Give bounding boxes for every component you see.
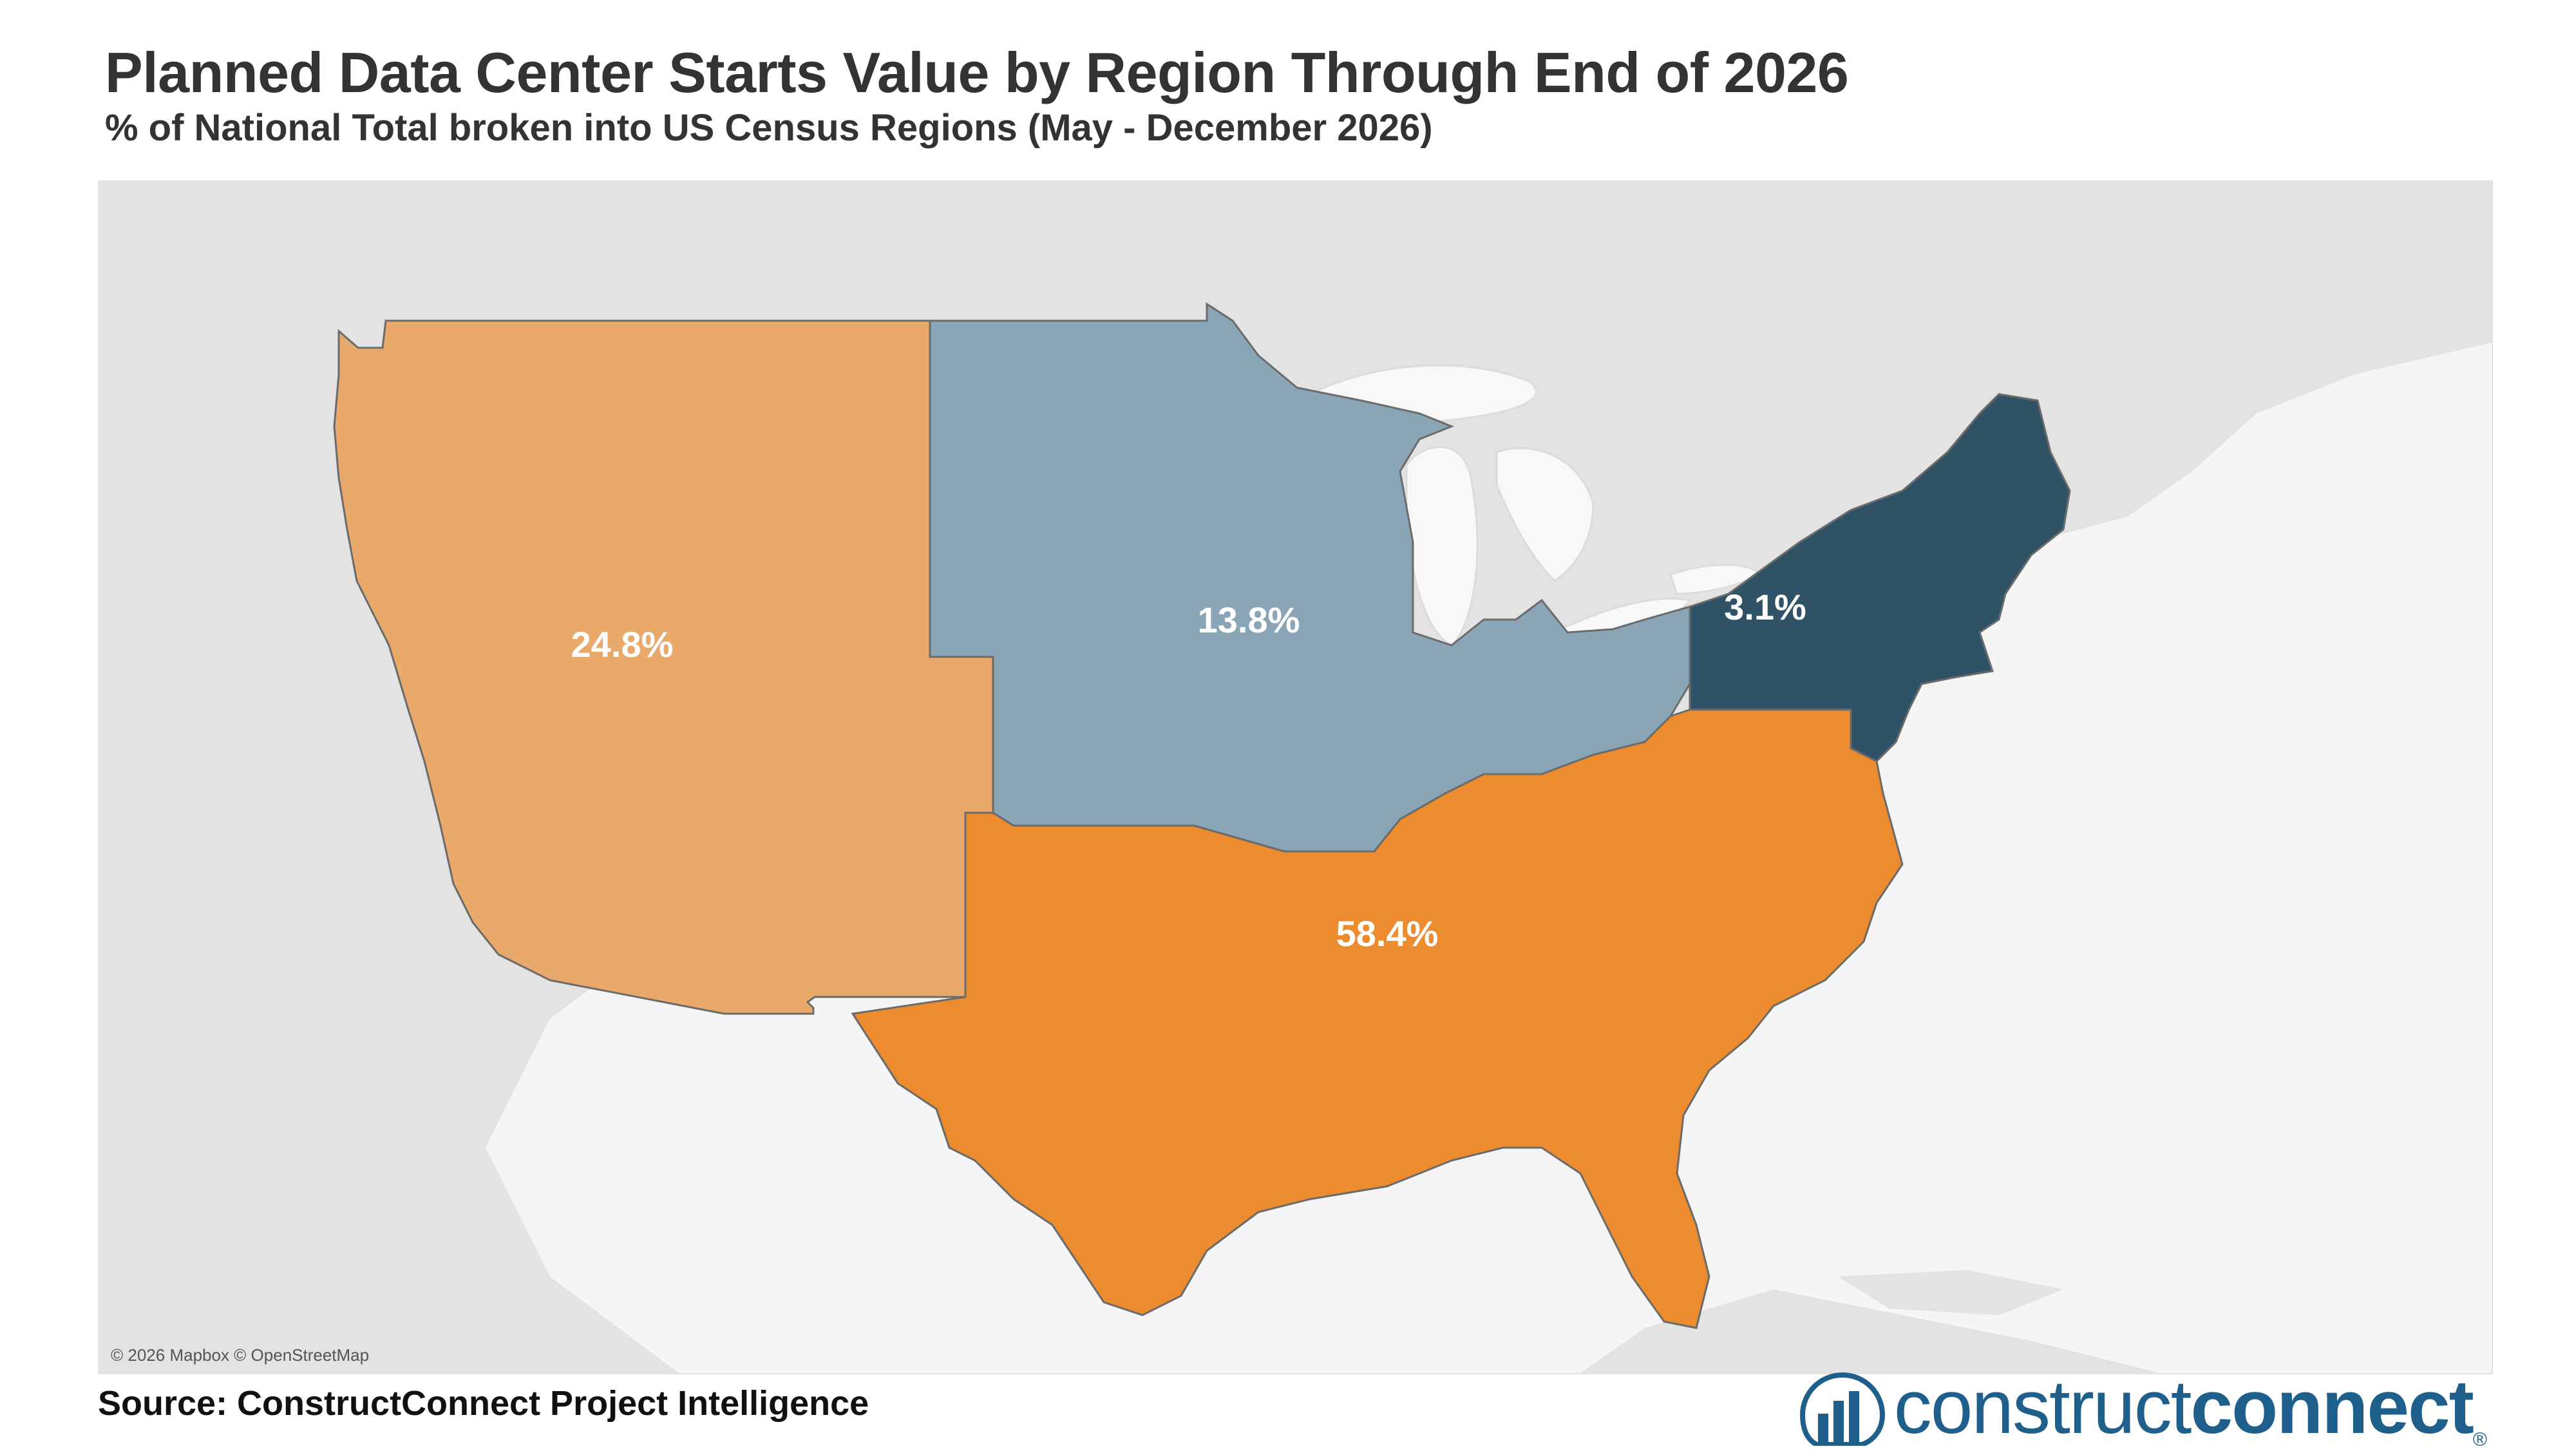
- region-south[interactable]: [851, 708, 1904, 1329]
- constructconnect-logo: constructconnect®: [1797, 1365, 2487, 1450]
- map-canvas: 24.8% 13.8% 58.4% 3.1%: [99, 182, 2492, 1373]
- region-label-south: 58.4%: [1336, 913, 1439, 954]
- building-logo-icon: [1799, 1372, 1885, 1446]
- logo-text-construct: construct: [1893, 1365, 2192, 1450]
- logo-wordmark: constructconnect®: [1893, 1363, 2487, 1451]
- map-attribution[interactable]: © 2026 Mapbox © OpenStreetMap: [111, 1345, 370, 1365]
- region-label-northeast: 3.1%: [1724, 587, 1806, 627]
- region-label-west: 24.8%: [571, 624, 674, 665]
- region-label-midwest: 13.8%: [1198, 600, 1300, 640]
- map-view[interactable]: 24.8% 13.8% 58.4% 3.1% © 2026 Mapbox © O…: [98, 180, 2493, 1374]
- page-subtitle: % of National Total broken into US Censu…: [105, 107, 1433, 149]
- logo-text-connect: connect: [2190, 1365, 2474, 1450]
- registered-mark: ®: [2472, 1429, 2487, 1450]
- page-title: Planned Data Center Starts Value by Regi…: [105, 41, 1849, 104]
- region-northeast[interactable]: [1689, 393, 2071, 763]
- source-note: Source: ConstructConnect Project Intelli…: [98, 1384, 869, 1423]
